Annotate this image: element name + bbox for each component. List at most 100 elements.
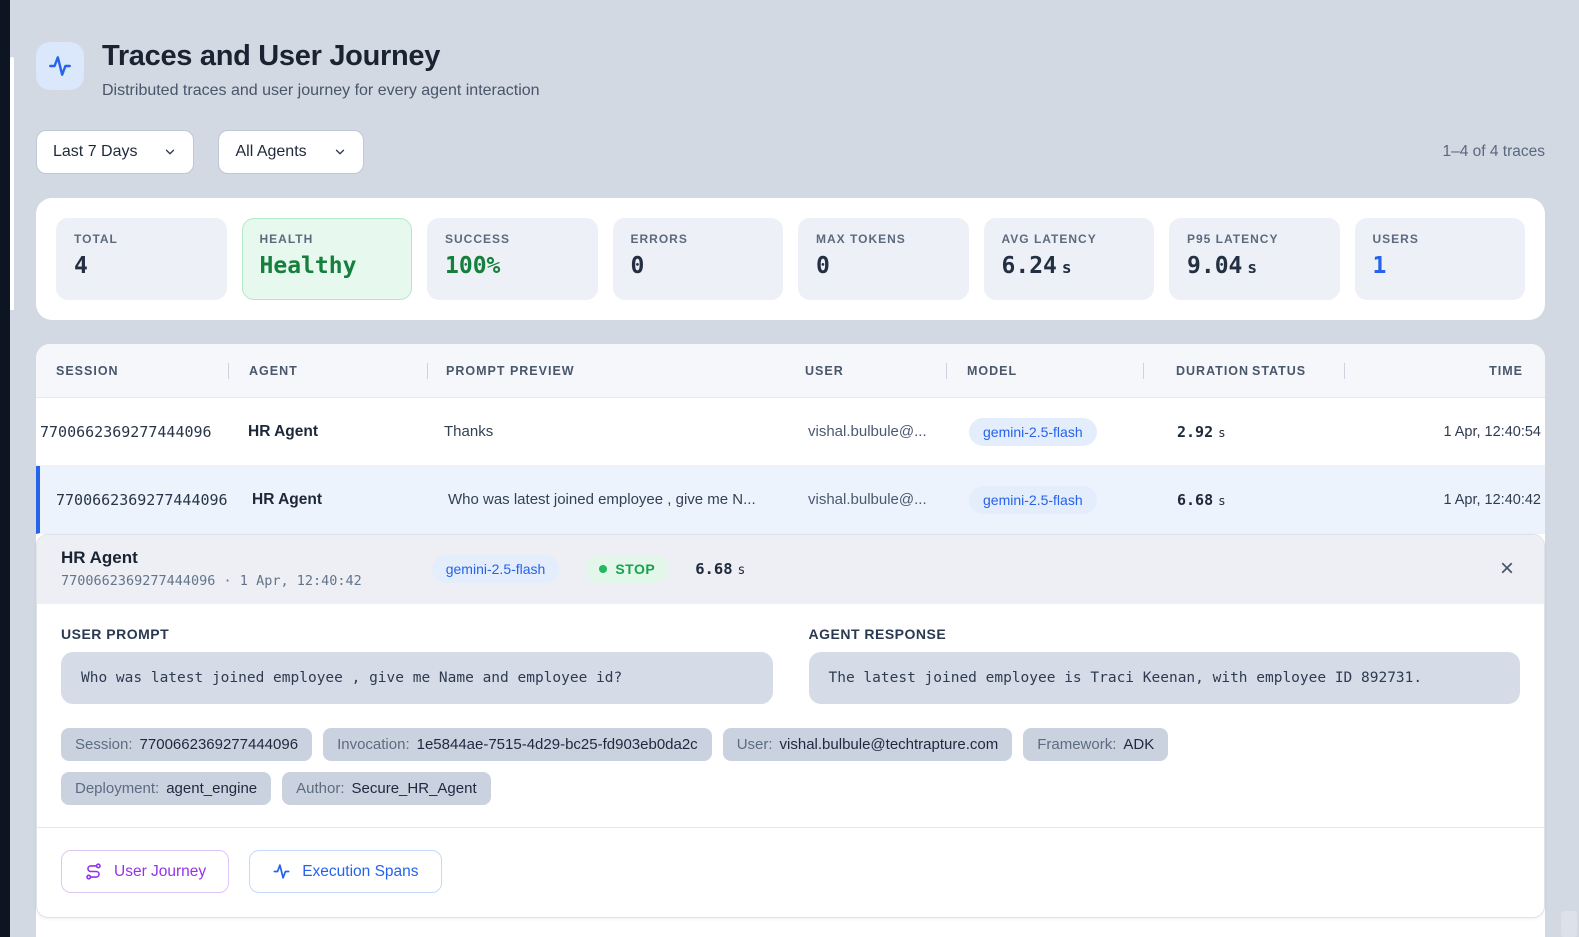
cell-prompt: Thanks bbox=[444, 423, 494, 440]
stat-label: AVG LATENCY bbox=[1001, 232, 1097, 246]
time-range-select[interactable]: Last 7 Days bbox=[36, 130, 195, 174]
user-journey-button[interactable]: User Journey bbox=[61, 850, 230, 893]
stat-card-users: USERS 1 bbox=[1354, 218, 1525, 300]
column-header-duration: DURATION bbox=[1176, 363, 1250, 378]
page-header: Traces and User Journey Distributed trac… bbox=[36, 40, 1545, 100]
cell-session: 7700662369277444096 bbox=[56, 490, 228, 509]
bottom-right-scrollbar[interactable] bbox=[1561, 911, 1577, 937]
column-header-session: SESSION bbox=[56, 363, 119, 378]
stat-unit: s bbox=[1061, 258, 1072, 277]
agent-filter-value: All Agents bbox=[235, 143, 307, 160]
detail-agent-name: HR Agent bbox=[61, 548, 138, 567]
stat-value: Healthy bbox=[259, 253, 357, 279]
column-header-user: USER bbox=[805, 363, 844, 378]
cell-time: 1 Apr, 12:40:42 bbox=[1443, 491, 1541, 508]
page-header-text: Traces and User Journey Distributed trac… bbox=[102, 40, 540, 100]
stats-container: TOTAL 4 HEALTH Healthy SUCCESS 100% ERRO… bbox=[36, 198, 1545, 320]
column-header-time: TIME bbox=[1489, 363, 1523, 378]
stat-card-errors: ERRORS 0 bbox=[612, 218, 783, 300]
stat-card-max-tokens: MAX TOKENS 0 bbox=[798, 218, 969, 300]
cell-duration: 2.92 s bbox=[1177, 422, 1226, 441]
stat-value: 4 bbox=[74, 253, 88, 279]
chip-author: Author: Secure_HR_Agent bbox=[282, 772, 491, 805]
stat-card-success: SUCCESS 100% bbox=[427, 218, 598, 300]
column-separator bbox=[1344, 362, 1345, 379]
detail-header-left: HR Agent 7700662369277444096 · 1 Apr, 12… bbox=[61, 548, 362, 589]
agent-response-section: AGENT RESPONSE The latest joined employe… bbox=[808, 626, 1520, 704]
stat-label: USERS bbox=[1372, 232, 1419, 246]
metadata-chips: Session: 7700662369277444096 Invocation: 1… bbox=[61, 728, 1241, 805]
page-title: Traces and User Journey bbox=[102, 40, 441, 72]
execution-spans-button[interactable]: Execution Spans bbox=[249, 850, 442, 893]
chevron-down-icon bbox=[166, 149, 175, 155]
stat-value: 0 bbox=[630, 253, 645, 279]
detail-duration: 6.68 s bbox=[695, 559, 746, 578]
chip-framework: Framework: ADK bbox=[1023, 728, 1169, 761]
cell-model: gemini-2.5-flash bbox=[949, 417, 1145, 446]
agent-filter-select[interactable]: All Agents bbox=[218, 130, 364, 174]
model-badge: gemini-2.5-flash bbox=[431, 554, 560, 583]
stat-value: 0 bbox=[816, 253, 830, 279]
left-scrollbar[interactable] bbox=[10, 57, 14, 310]
stat-value: 100% bbox=[445, 253, 501, 279]
status-badge: STOP bbox=[585, 554, 670, 583]
agent-response-text: The latest joined employee is Traci Keen… bbox=[808, 652, 1520, 704]
table-row[interactable]: 7700662369277444096 HR Agent Thanks vish… bbox=[36, 398, 1545, 466]
column-header-prompt: PROMPT PREVIEW bbox=[446, 363, 575, 378]
column-header-status: STATUS bbox=[1252, 363, 1307, 378]
cell-duration: 6.68 s bbox=[1177, 490, 1226, 509]
stat-label: HEALTH bbox=[259, 232, 314, 246]
column-separator bbox=[228, 362, 229, 379]
close-icon[interactable]: × bbox=[1494, 553, 1520, 585]
column-header-agent: AGENT bbox=[249, 363, 298, 378]
stat-card-health: HEALTH Healthy bbox=[241, 218, 412, 300]
page-subtitle: Distributed traces and user journey for … bbox=[102, 82, 540, 99]
main-content: Traces and User Journey Distributed trac… bbox=[36, 0, 1545, 937]
table-row[interactable]: 7700662369277444096 HR Agent How many em… bbox=[36, 921, 1545, 937]
column-separator bbox=[946, 362, 947, 379]
prompt-response-grid: USER PROMPT Who was latest joined employ… bbox=[61, 626, 1520, 704]
stat-value: 6.24 s bbox=[1001, 253, 1072, 279]
stat-label: P95 LATENCY bbox=[1187, 232, 1279, 246]
stat-label: MAX TOKENS bbox=[816, 232, 906, 246]
cell-model: gemini-2.5-flash bbox=[949, 485, 1145, 514]
stat-value: 9.04 s bbox=[1187, 253, 1258, 279]
detail-body: USER PROMPT Who was latest joined employ… bbox=[37, 604, 1544, 917]
chip-deployment: Deployment: agent_engine bbox=[61, 772, 272, 805]
stat-label: SUCCESS bbox=[445, 232, 511, 246]
column-separator bbox=[1143, 362, 1144, 379]
agent-response-label: AGENT RESPONSE bbox=[808, 626, 947, 642]
cell-prompt: Who was latest joined employee , give me… bbox=[448, 491, 756, 508]
user-prompt-text: Who was latest joined employee , give me… bbox=[61, 652, 773, 704]
traces-table: SESSION AGENT PROMPT PREVIEW USER MODEL … bbox=[36, 344, 1545, 937]
stat-card-avg-latency: AVG LATENCY 6.24 s bbox=[983, 218, 1154, 300]
cell-user: vishal.bulbule@... bbox=[808, 423, 927, 440]
stat-label: ERRORS bbox=[630, 232, 688, 246]
model-badge: gemini-2.5-flash bbox=[969, 417, 1097, 446]
column-separator bbox=[427, 362, 428, 379]
left-chrome-edge bbox=[0, 0, 10, 937]
detail-divider bbox=[37, 827, 1544, 828]
stat-value: 1 bbox=[1372, 253, 1387, 279]
stat-label: TOTAL bbox=[74, 232, 118, 246]
stat-card-p95-latency: P95 LATENCY 9.04 s bbox=[1169, 218, 1340, 300]
detail-actions: User Journey Execution Spans bbox=[61, 850, 1520, 893]
stats-row: TOTAL 4 HEALTH Healthy SUCCESS 100% ERRO… bbox=[56, 218, 1525, 300]
user-prompt-section: USER PROMPT Who was latest joined employ… bbox=[61, 626, 773, 704]
column-header-model: MODEL bbox=[967, 363, 1018, 378]
pulse-icon bbox=[36, 42, 84, 90]
chip-invocation: Invocation: 1e5844ae-7515-4d29-bc25-fd903… bbox=[323, 728, 712, 761]
trace-detail-panel: HR Agent 7700662369277444096 · 1 Apr, 12… bbox=[36, 534, 1545, 918]
chip-user: User: vishal.bulbule@techtrapture.com bbox=[722, 728, 1013, 761]
time-range-value: Last 7 Days bbox=[53, 143, 138, 160]
detail-session-meta: 7700662369277444096 · 1 Apr, 12:40:42 bbox=[61, 573, 362, 589]
cell-agent: HR Agent bbox=[252, 490, 323, 508]
cell-session: 7700662369277444096 bbox=[40, 422, 212, 441]
table-row-selected[interactable]: 7700662369277444096 HR Agent Who was lat… bbox=[36, 466, 1545, 534]
stat-card-total: TOTAL 4 bbox=[56, 218, 227, 300]
cell-agent: HR Agent bbox=[248, 422, 319, 440]
stat-unit: s bbox=[1247, 258, 1258, 277]
traces-count: 1–4 of 4 traces bbox=[1442, 143, 1545, 160]
chevron-down-icon bbox=[335, 149, 344, 155]
chip-session: Session: 7700662369277444096 bbox=[61, 728, 313, 761]
